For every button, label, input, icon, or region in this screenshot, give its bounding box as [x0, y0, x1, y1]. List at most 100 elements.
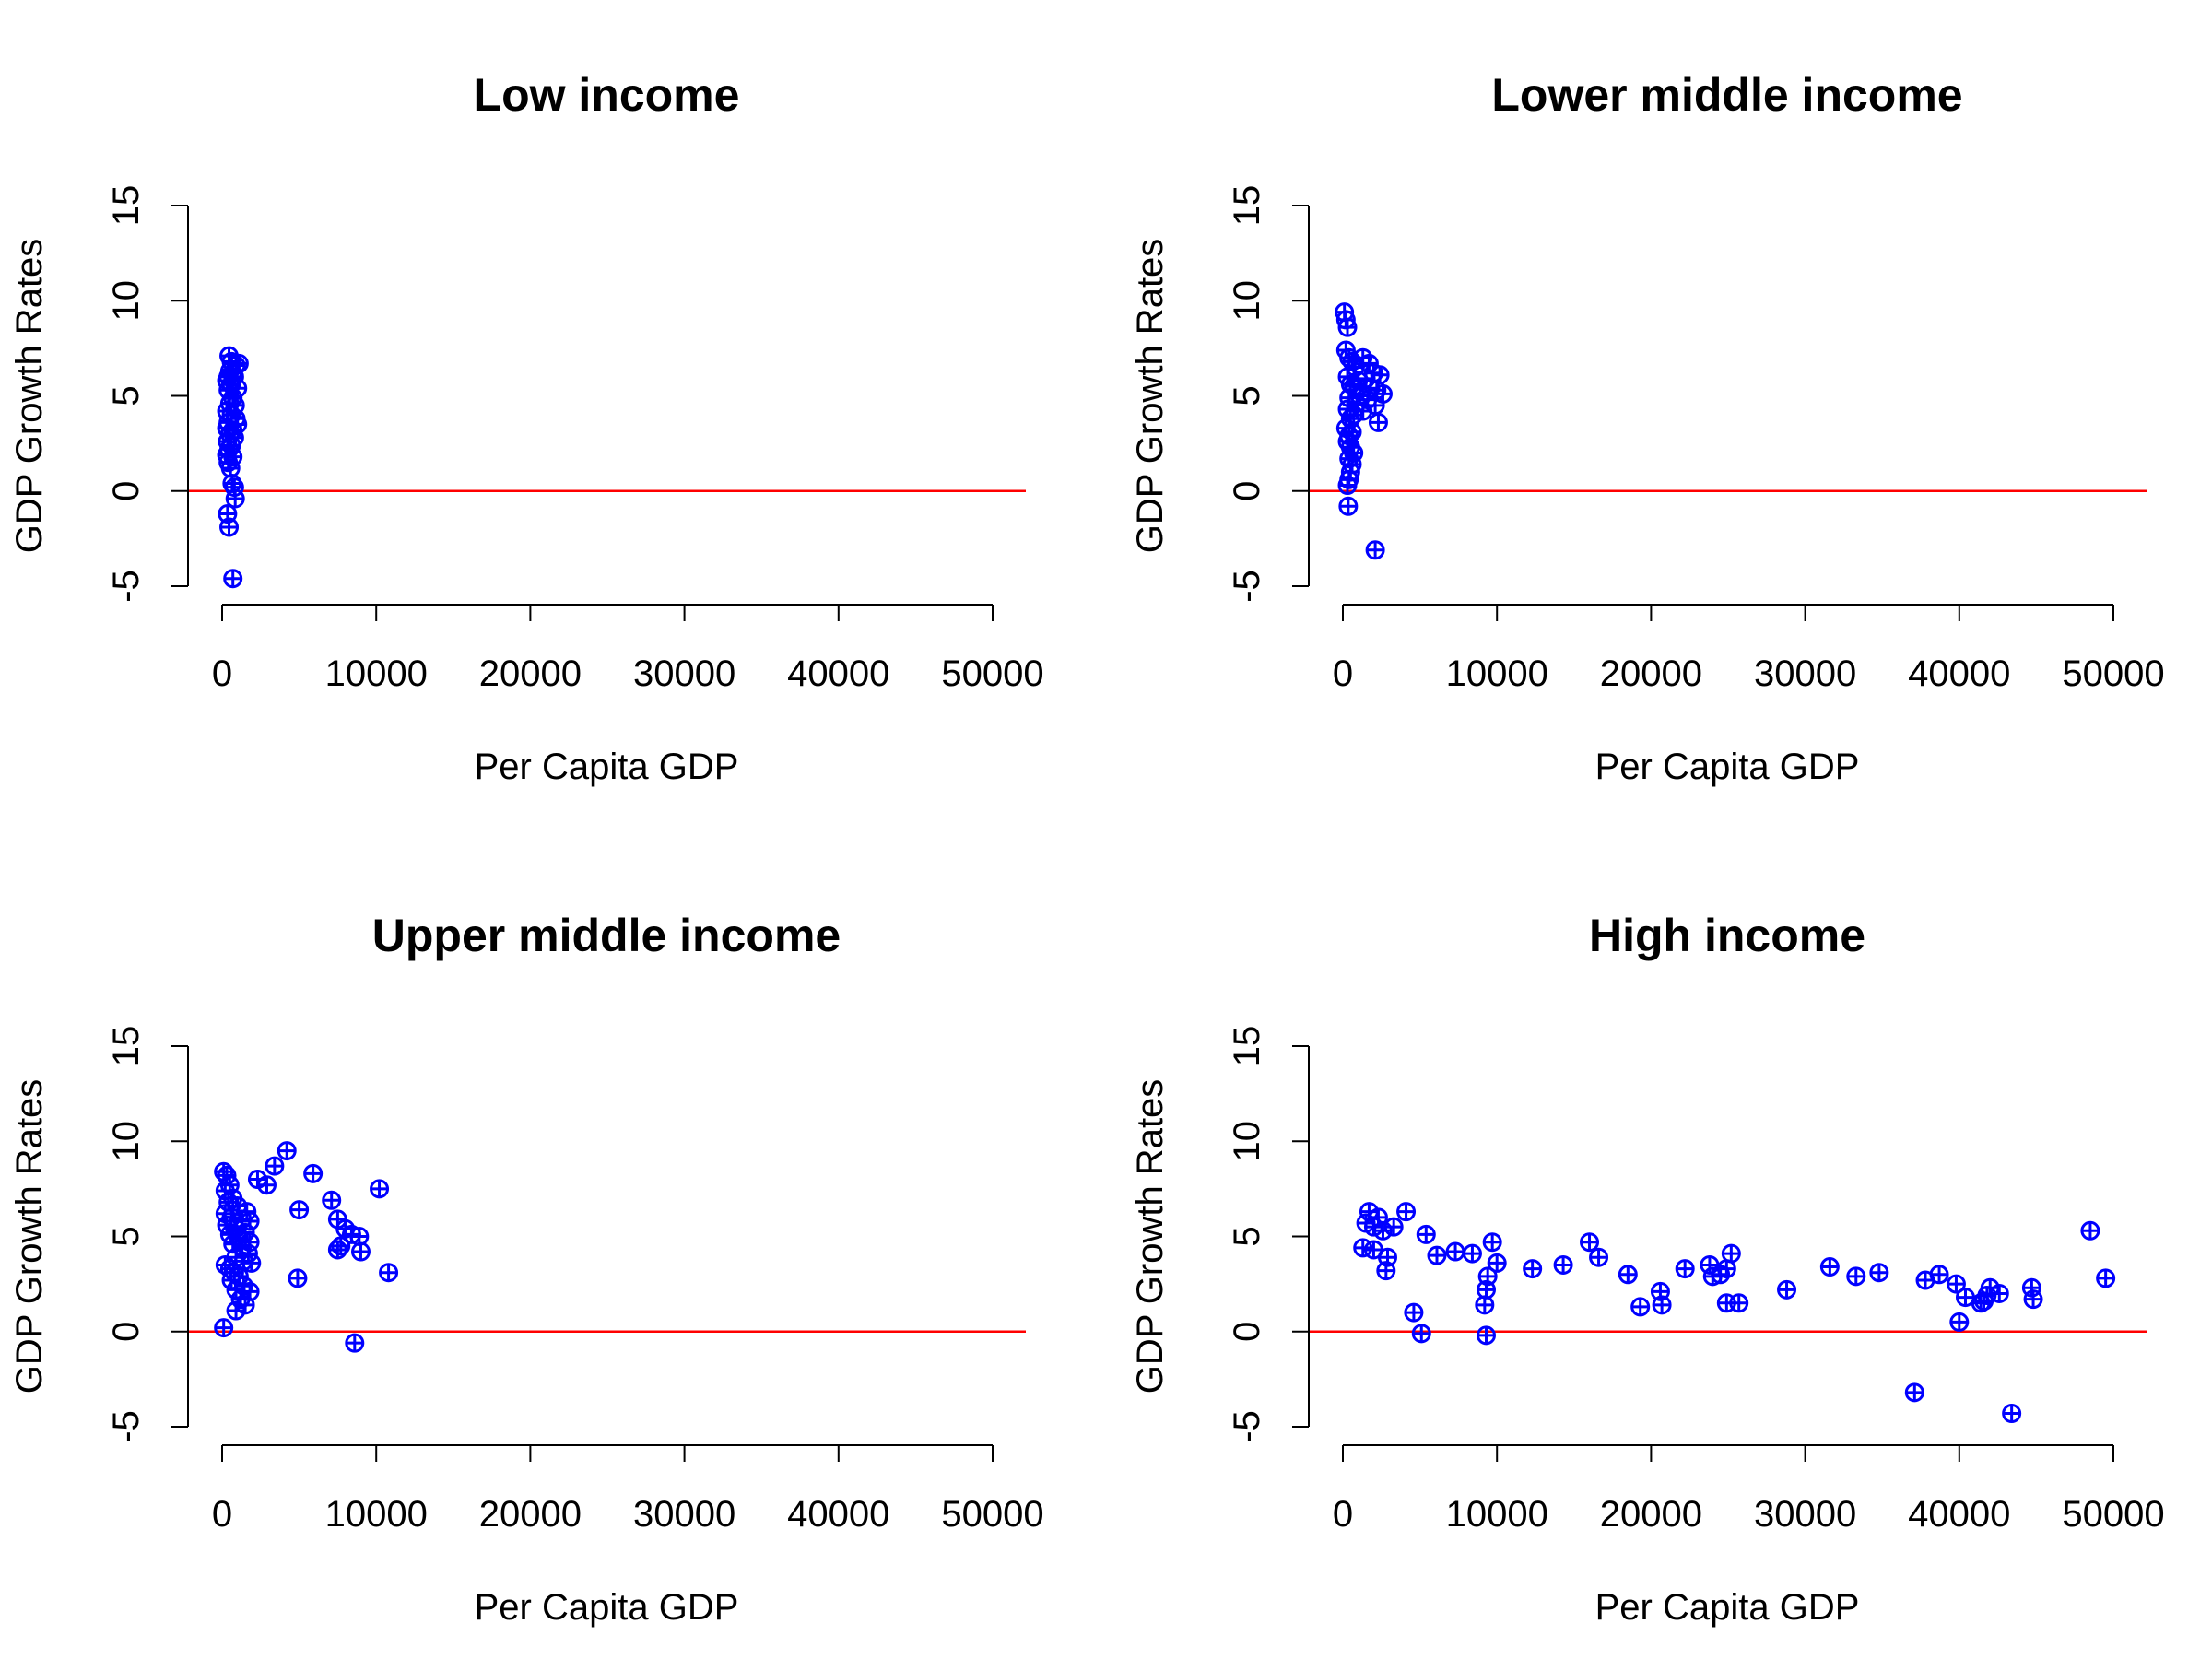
- data-point: [256, 1175, 276, 1195]
- y-tick-label: 15: [106, 1026, 147, 1067]
- data-point: [1700, 1254, 1720, 1275]
- panel-title: Low income: [474, 69, 740, 121]
- data-point: [1589, 1247, 1609, 1267]
- data-point: [1365, 540, 1385, 560]
- panel-title: Upper middle income: [372, 910, 841, 961]
- data-point: [1777, 1279, 1797, 1300]
- data-point: [241, 1253, 262, 1273]
- data-point: [2002, 1404, 2022, 1424]
- y-tick-label: 5: [1227, 385, 1267, 406]
- data-point: [1904, 1382, 1924, 1403]
- y-tick-label: 5: [1227, 1226, 1267, 1246]
- y-axis-label: GDP Growth Rates: [1130, 239, 1171, 554]
- data-point: [1729, 1293, 1749, 1313]
- scatter-panel: Low income 0 10000 20000 30000 40000 50000 Per …: [9, 69, 1044, 787]
- x-tick-label: 10000: [325, 653, 428, 694]
- y-axis-label: GDP Growth Rates: [9, 1079, 50, 1394]
- data-point: [2080, 1220, 2100, 1241]
- data-point: [289, 1200, 310, 1220]
- data-point: [226, 1300, 246, 1321]
- data-point: [1396, 1202, 1417, 1222]
- data-point: [1869, 1263, 1889, 1283]
- y-tick-label: 10: [106, 280, 147, 322]
- data-point: [2096, 1268, 2116, 1288]
- data-point: [214, 1318, 234, 1338]
- x-tick-label: 50000: [941, 653, 1043, 694]
- data-point: [1487, 1253, 1507, 1273]
- data-point: [1376, 1261, 1396, 1281]
- y-tick-label: 5: [106, 385, 147, 406]
- data-point: [1337, 317, 1358, 337]
- x-tick-label: 20000: [479, 653, 582, 694]
- data-point: [2023, 1289, 2043, 1310]
- panel-title: High income: [1589, 910, 1865, 961]
- y-tick-label: 0: [1227, 481, 1267, 501]
- data-point: [1338, 496, 1359, 516]
- x-tick-label: 50000: [2062, 653, 2164, 694]
- x-tick-label: 10000: [1446, 653, 1548, 694]
- data-point: [2021, 1277, 2041, 1298]
- data-point: [1949, 1312, 1970, 1332]
- data-point: [1404, 1302, 1424, 1323]
- x-axis-label: Per Capita GDP: [475, 747, 739, 787]
- x-tick-label: 0: [212, 1494, 232, 1535]
- data-point: [219, 517, 240, 537]
- y-tick-label: -5: [106, 1410, 147, 1443]
- x-tick-label: 20000: [1600, 653, 1702, 694]
- data-point: [1580, 1232, 1600, 1253]
- data-point: [1416, 1224, 1436, 1244]
- x-tick-label: 40000: [787, 653, 889, 694]
- data-point: [1445, 1241, 1465, 1262]
- data-point: [1462, 1243, 1482, 1264]
- x-tick-label: 0: [1333, 1494, 1353, 1535]
- data-point: [1946, 1274, 1966, 1294]
- data-point: [1476, 1325, 1496, 1346]
- data-point: [1427, 1245, 1447, 1265]
- y-tick-label: 10: [106, 1121, 147, 1162]
- x-tick-label: 40000: [1908, 653, 2010, 694]
- y-tick-label: -5: [1227, 570, 1267, 603]
- x-axis-label: Per Capita GDP: [1595, 747, 1860, 787]
- data-point: [1618, 1265, 1638, 1285]
- data-point: [1523, 1259, 1543, 1279]
- y-tick-label: -5: [106, 570, 147, 603]
- scatter-panel: Upper middle income 0 10000 20000 30000 40000…: [9, 910, 1044, 1628]
- data-point: [322, 1190, 342, 1210]
- scatter-panel: Lower middle income 0 10000 20000 30000 40000…: [1130, 69, 2165, 787]
- data-point: [1368, 412, 1388, 432]
- data-point: [1675, 1259, 1695, 1279]
- data-point: [1553, 1254, 1573, 1275]
- x-tick-label: 30000: [633, 1494, 735, 1535]
- x-tick-label: 20000: [479, 1494, 582, 1535]
- x-tick-label: 30000: [1754, 1494, 1856, 1535]
- data-point: [1482, 1232, 1502, 1253]
- y-axis-label: GDP Growth Rates: [9, 239, 50, 554]
- x-tick-label: 40000: [1908, 1494, 2010, 1535]
- data-point: [1353, 1238, 1373, 1258]
- data-point: [1475, 1295, 1495, 1315]
- y-tick-label: 15: [1227, 185, 1267, 227]
- data-point: [225, 488, 245, 509]
- data-point: [1383, 1217, 1404, 1237]
- panel-title: Lower middle income: [1491, 69, 1962, 121]
- data-point: [223, 569, 243, 589]
- data-point: [1929, 1265, 1949, 1285]
- data-point: [1337, 476, 1358, 496]
- x-tick-label: 10000: [325, 1494, 428, 1535]
- x-tick-label: 50000: [941, 1494, 1043, 1535]
- data-point: [350, 1241, 371, 1262]
- data-point: [331, 1236, 351, 1256]
- data-point: [288, 1268, 308, 1288]
- x-tick-label: 50000: [2062, 1494, 2164, 1535]
- y-tick-label: -5: [1227, 1410, 1267, 1443]
- y-axis-label: GDP Growth Rates: [1130, 1079, 1171, 1394]
- data-point: [1411, 1324, 1431, 1344]
- data-point: [1819, 1257, 1840, 1277]
- y-tick-label: 10: [1227, 1121, 1267, 1162]
- x-tick-label: 10000: [1446, 1494, 1548, 1535]
- data-point: [1630, 1297, 1651, 1317]
- x-tick-label: 40000: [787, 1494, 889, 1535]
- y-tick-label: 15: [1227, 1026, 1267, 1067]
- y-tick-label: 0: [106, 481, 147, 501]
